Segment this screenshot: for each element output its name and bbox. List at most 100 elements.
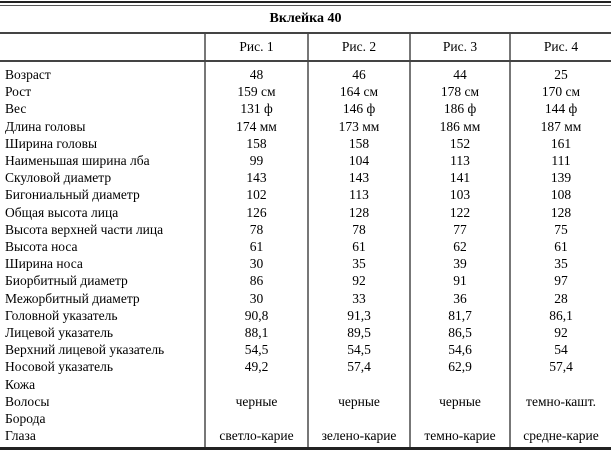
cell-value: 122 xyxy=(409,203,510,221)
table-body: Возраст 48 46 44 25 Рост 159 см 164 см 178 см 170… xyxy=(0,61,611,448)
cell-value: 49,2 xyxy=(204,358,308,376)
cell-value: 61 xyxy=(204,238,308,256)
cell-value xyxy=(409,375,510,393)
row-label: Лицевой указатель xyxy=(5,325,114,341)
cell-value: 131 ф xyxy=(204,100,308,118)
table-row: Длина головы 174 мм 173 мм 186 мм 187 мм xyxy=(0,117,611,135)
cell-value: 77 xyxy=(409,220,510,239)
cell-value: 30 xyxy=(204,255,308,273)
cell-value: темно-кашт. xyxy=(509,392,611,411)
table-row: Рост 159 см 164 см 178 см 170 см xyxy=(0,83,611,101)
cell-value: 113 xyxy=(307,186,410,204)
column-header-fig2: Рис. 2 xyxy=(307,32,410,62)
table-row: Ширина головы 158 158 152 161 xyxy=(0,134,611,153)
column-header-fig4: Рис. 4 xyxy=(509,32,611,62)
row-label: Биорбитный диаметр xyxy=(5,273,128,289)
header-empty-cell xyxy=(0,32,205,62)
table-row: Ширина носа 30 35 39 35 xyxy=(0,255,611,273)
row-label: Возраст xyxy=(5,67,51,82)
table-row: Лицевой указатель 88,1 89,5 86,5 92 xyxy=(0,324,611,342)
cell-value: 128 xyxy=(307,203,410,221)
cell-value: 99 xyxy=(204,152,308,170)
cell-value xyxy=(307,375,410,393)
row-label: Глаза xyxy=(5,428,36,444)
cell-value: 86,1 xyxy=(509,306,611,325)
cell-value: 158 xyxy=(307,134,410,153)
cell-value: 88,1 xyxy=(204,324,308,342)
page-title: Вклейка 40 xyxy=(269,11,342,26)
cell-value: 128 xyxy=(509,203,611,221)
table-row: Борода xyxy=(0,410,611,428)
cell-value: 90,8 xyxy=(204,306,308,325)
cell-value: 89,5 xyxy=(307,324,410,342)
cell-value: 102 xyxy=(204,186,308,204)
cell-value: 54,6 xyxy=(409,341,510,359)
cell-value: 186 ф xyxy=(409,100,510,118)
cell-value: 146 ф xyxy=(307,100,410,118)
table-row: Скуловой диаметр 143 143 141 139 xyxy=(0,169,611,187)
cell-value: 78 xyxy=(307,220,410,239)
cell-value: 111 xyxy=(509,152,611,170)
cell-value: 108 xyxy=(509,186,611,204)
cell-value: 91,3 xyxy=(307,306,410,325)
cell-value: 174 мм xyxy=(204,117,308,135)
cell-value: 104 xyxy=(307,152,410,170)
table-row: Бигониальный диаметр 102 113 103 108 xyxy=(0,186,611,204)
table-row: Биорбитный диаметр 86 92 91 97 xyxy=(0,272,611,290)
cell-value xyxy=(509,410,611,428)
cell-value: 152 xyxy=(409,134,510,153)
table-row: Вес 131 ф 146 ф 186 ф 144 ф xyxy=(0,100,611,118)
cell-value: 44 xyxy=(409,61,510,84)
cell-value: 113 xyxy=(409,152,510,170)
bottom-rule xyxy=(0,447,611,451)
header-row: Рис. 1 Рис. 2 Рис. 3 Рис. 4 xyxy=(0,32,611,62)
cell-value: 62,9 xyxy=(409,358,510,376)
cell-value: 48 xyxy=(204,61,308,84)
cell-value: 28 xyxy=(509,289,611,307)
cell-value: 144 ф xyxy=(509,100,611,118)
cell-value: 158 xyxy=(204,134,308,153)
column-header-fig3: Рис. 3 xyxy=(409,32,510,62)
cell-value: 143 xyxy=(204,169,308,187)
cell-value: 97 xyxy=(509,272,611,290)
cell-value: темно-карие xyxy=(409,427,510,448)
measurements-table: Рис. 1 Рис. 2 Рис. 3 Рис. 4 Возраст 48 46 4… xyxy=(0,32,611,448)
cell-value: 141 xyxy=(409,169,510,187)
cell-value: 92 xyxy=(307,272,410,290)
table-row: Межорбитный диаметр 30 33 36 28 xyxy=(0,289,611,307)
cell-value: 62 xyxy=(409,238,510,256)
cell-value: 54,5 xyxy=(204,341,308,359)
cell-value: 103 xyxy=(409,186,510,204)
cell-value xyxy=(204,375,308,393)
cell-value: 54,5 xyxy=(307,341,410,359)
table-row: Общая высота лица 126 128 122 128 xyxy=(0,203,611,221)
cell-value: 161 xyxy=(509,134,611,153)
table-row: Волосы черные черные черные темно-кашт. xyxy=(0,392,611,411)
cell-value: 86 xyxy=(204,272,308,290)
cell-value: 61 xyxy=(307,238,410,256)
column-header-fig1: Рис. 1 xyxy=(204,32,308,62)
row-label: Ширина головы xyxy=(5,135,98,151)
row-label: Кожа xyxy=(5,376,36,392)
table-row: Наименьшая ширина лба 99 104 113 111 xyxy=(0,152,611,170)
row-label: Межорбитный диаметр xyxy=(5,290,140,306)
cell-value: 35 xyxy=(307,255,410,273)
cell-value: 143 xyxy=(307,169,410,187)
cell-value: 75 xyxy=(509,220,611,239)
cell-value xyxy=(307,410,410,428)
cell-value: 139 xyxy=(509,169,611,187)
row-label: Высота верхней части лица xyxy=(5,221,164,237)
cell-value: 35 xyxy=(509,255,611,273)
cell-value: 36 xyxy=(409,289,510,307)
cell-value: черные xyxy=(204,392,308,411)
cell-value: 178 см xyxy=(409,83,510,101)
cell-value: 81,7 xyxy=(409,306,510,325)
row-label: Верхний лицевой указатель xyxy=(5,342,165,358)
cell-value: средне-карие xyxy=(509,427,611,448)
row-label: Борода xyxy=(5,411,46,427)
cell-value: 61 xyxy=(509,238,611,256)
cell-value: 54 xyxy=(509,341,611,359)
row-label: Ширина носа xyxy=(5,256,83,272)
table-row: Высота носа 61 61 62 61 xyxy=(0,238,611,256)
